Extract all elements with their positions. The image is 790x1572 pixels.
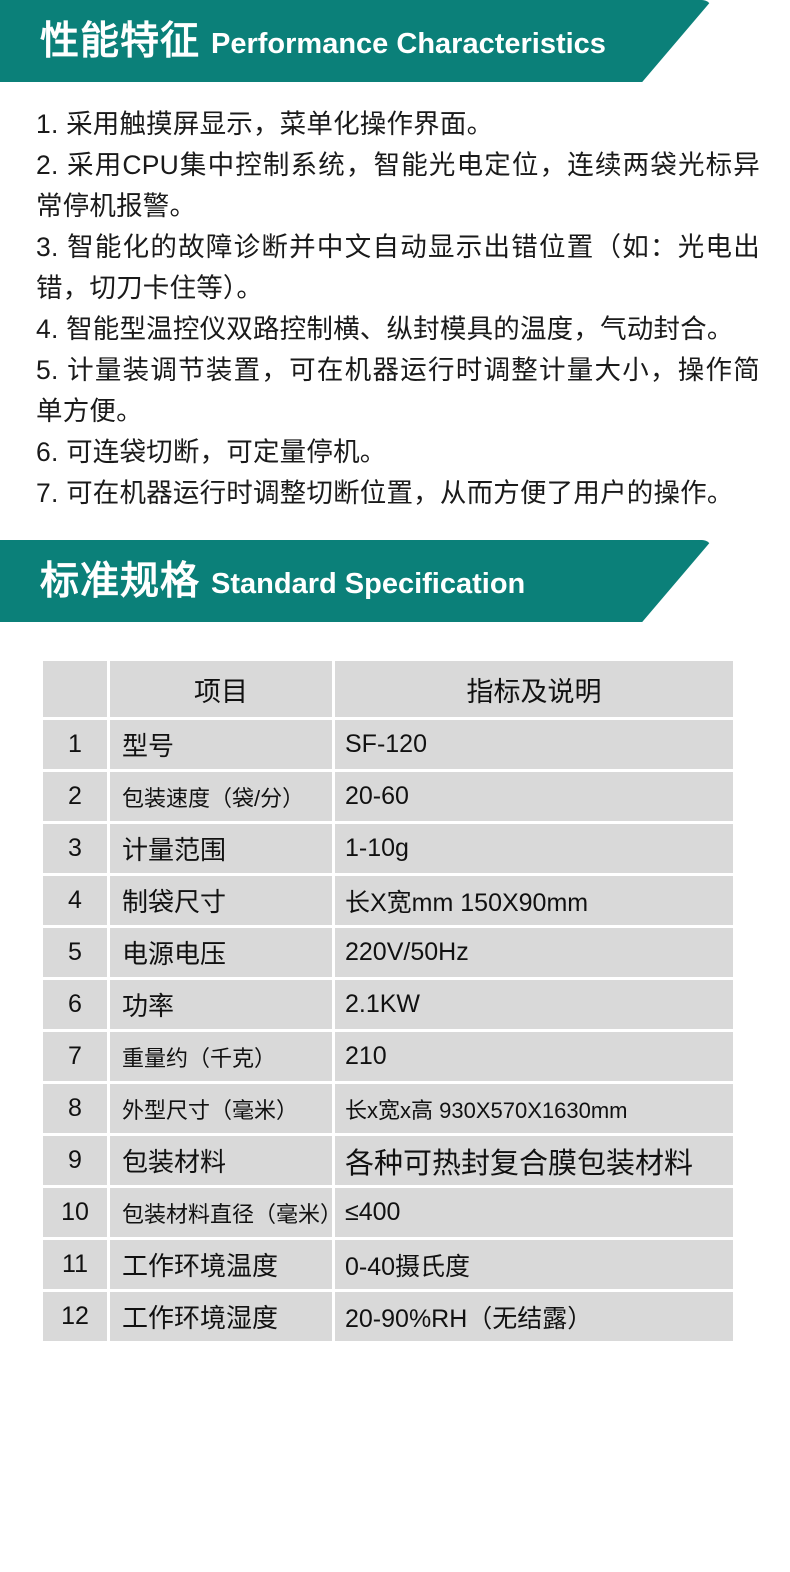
- row-index: 1: [43, 720, 107, 769]
- table-row: 6 功率 2.1KW: [43, 980, 733, 1029]
- table-header-index: [43, 661, 107, 717]
- row-index: 12: [43, 1292, 107, 1341]
- table-row: 8 外型尺寸（毫米） 长x宽x高 930X570X1630mm: [43, 1084, 733, 1133]
- banner-shape-specification: [0, 540, 712, 622]
- row-value: 长x宽x高 930X570X1630mm: [335, 1084, 733, 1133]
- row-index: 10: [43, 1188, 107, 1237]
- row-item: 型号: [110, 720, 332, 769]
- table-header-row: 项目 指标及说明: [43, 661, 733, 717]
- banner-shape-performance: [0, 0, 712, 82]
- banner-title-en-specification: Standard Specification: [211, 567, 526, 600]
- row-index: 2: [43, 772, 107, 821]
- table-header-item: 项目: [110, 661, 332, 717]
- row-index: 6: [43, 980, 107, 1029]
- feature-item: 1. 采用触摸屏显示，菜单化操作界面。: [36, 109, 494, 139]
- table-row: 9 包装材料 各种可热封复合膜包装材料: [43, 1136, 733, 1185]
- row-item: 工作环境温度: [110, 1240, 332, 1289]
- table-row: 5 电源电压 220V/50Hz: [43, 928, 733, 977]
- row-value: 20-90%RH（无结露）: [335, 1292, 733, 1341]
- row-item: 电源电压: [110, 928, 332, 977]
- table-header-value: 指标及说明: [335, 661, 733, 717]
- specification-banner: 标准规格 Standard Specification: [0, 540, 790, 622]
- row-value: 各种可热封复合膜包装材料: [335, 1136, 733, 1185]
- table-row: 2 包装速度（袋/分） 20-60: [43, 772, 733, 821]
- row-value: 0-40摄氏度: [335, 1240, 733, 1289]
- row-item: 外型尺寸（毫米）: [110, 1084, 332, 1133]
- row-index: 11: [43, 1240, 107, 1289]
- row-index: 9: [43, 1136, 107, 1185]
- row-index: 5: [43, 928, 107, 977]
- table-row: 11 工作环境温度 0-40摄氏度: [43, 1240, 733, 1289]
- banner-text-performance: 性能特征 Performance Characteristics: [40, 0, 606, 82]
- row-value: 210: [335, 1032, 733, 1081]
- table-row: 10 包装材料直径（毫米） ≤400: [43, 1188, 733, 1237]
- row-item: 包装速度（袋/分）: [110, 772, 332, 821]
- row-item: 制袋尺寸: [110, 876, 332, 925]
- row-item: 包装材料: [110, 1136, 332, 1185]
- feature-list: 1. 采用触摸屏显示，菜单化操作界面。 2. 采用CPU集中控制系统，智能光电定…: [0, 104, 790, 514]
- banner-title-cn-performance: 性能特征: [40, 18, 201, 64]
- row-value: 2.1KW: [335, 980, 733, 1029]
- table-row: 12 工作环境湿度 20-90%RH（无结露）: [43, 1292, 733, 1341]
- feature-item: 3. 智能化的故障诊断并中文自动显示出错位置（如：光电出错，切刀卡住等）。: [36, 232, 760, 303]
- table-row: 4 制袋尺寸 长X宽mm 150X90mm: [43, 876, 733, 925]
- row-item: 包装材料直径（毫米）: [110, 1188, 342, 1237]
- performance-banner: 性能特征 Performance Characteristics: [0, 0, 790, 82]
- row-item: 计量范围: [110, 824, 332, 873]
- row-index: 8: [43, 1084, 107, 1133]
- row-value: 长X宽mm 150X90mm: [335, 876, 733, 925]
- row-value: SF-120: [335, 720, 733, 769]
- feature-item: 4. 智能型温控仪双路控制横、纵封模具的温度，气动封合。: [36, 314, 734, 344]
- banner-title-cn-specification: 标准规格: [40, 558, 201, 604]
- row-item: 功率: [110, 980, 332, 1029]
- feature-item: 2. 采用CPU集中控制系统，智能光电定位，连续两袋光标异常停机报警。: [36, 150, 760, 221]
- banner-text-specification: 标准规格 Standard Specification: [40, 540, 525, 622]
- specification-table: 项目 指标及说明 1 型号 SF-120 2 包装速度（袋/分） 20-60 3…: [40, 658, 736, 1344]
- row-value: ≤400: [335, 1188, 733, 1237]
- row-value: 220V/50Hz: [335, 928, 733, 977]
- table-row: 3 计量范围 1-10g: [43, 824, 733, 873]
- row-index: 4: [43, 876, 107, 925]
- row-index: 7: [43, 1032, 107, 1081]
- row-value: 1-10g: [335, 824, 733, 873]
- row-index: 3: [43, 824, 107, 873]
- specification-table-wrapper: 项目 指标及说明 1 型号 SF-120 2 包装速度（袋/分） 20-60 3…: [0, 622, 790, 1344]
- banner-title-en-performance: Performance Characteristics: [211, 27, 606, 60]
- row-value: 20-60: [335, 772, 733, 821]
- feature-item: 7. 可在机器运行时调整切断位置，从而方便了用户的操作。: [36, 478, 734, 508]
- table-row: 1 型号 SF-120: [43, 720, 733, 769]
- table-row: 7 重量约（千克） 210: [43, 1032, 733, 1081]
- row-item: 重量约（千克）: [110, 1032, 332, 1081]
- feature-item: 6. 可连袋切断，可定量停机。: [36, 437, 387, 467]
- row-item: 工作环境湿度: [110, 1292, 332, 1341]
- feature-item: 5. 计量装调节装置，可在机器运行时调整计量大小，操作简单方便。: [36, 355, 760, 426]
